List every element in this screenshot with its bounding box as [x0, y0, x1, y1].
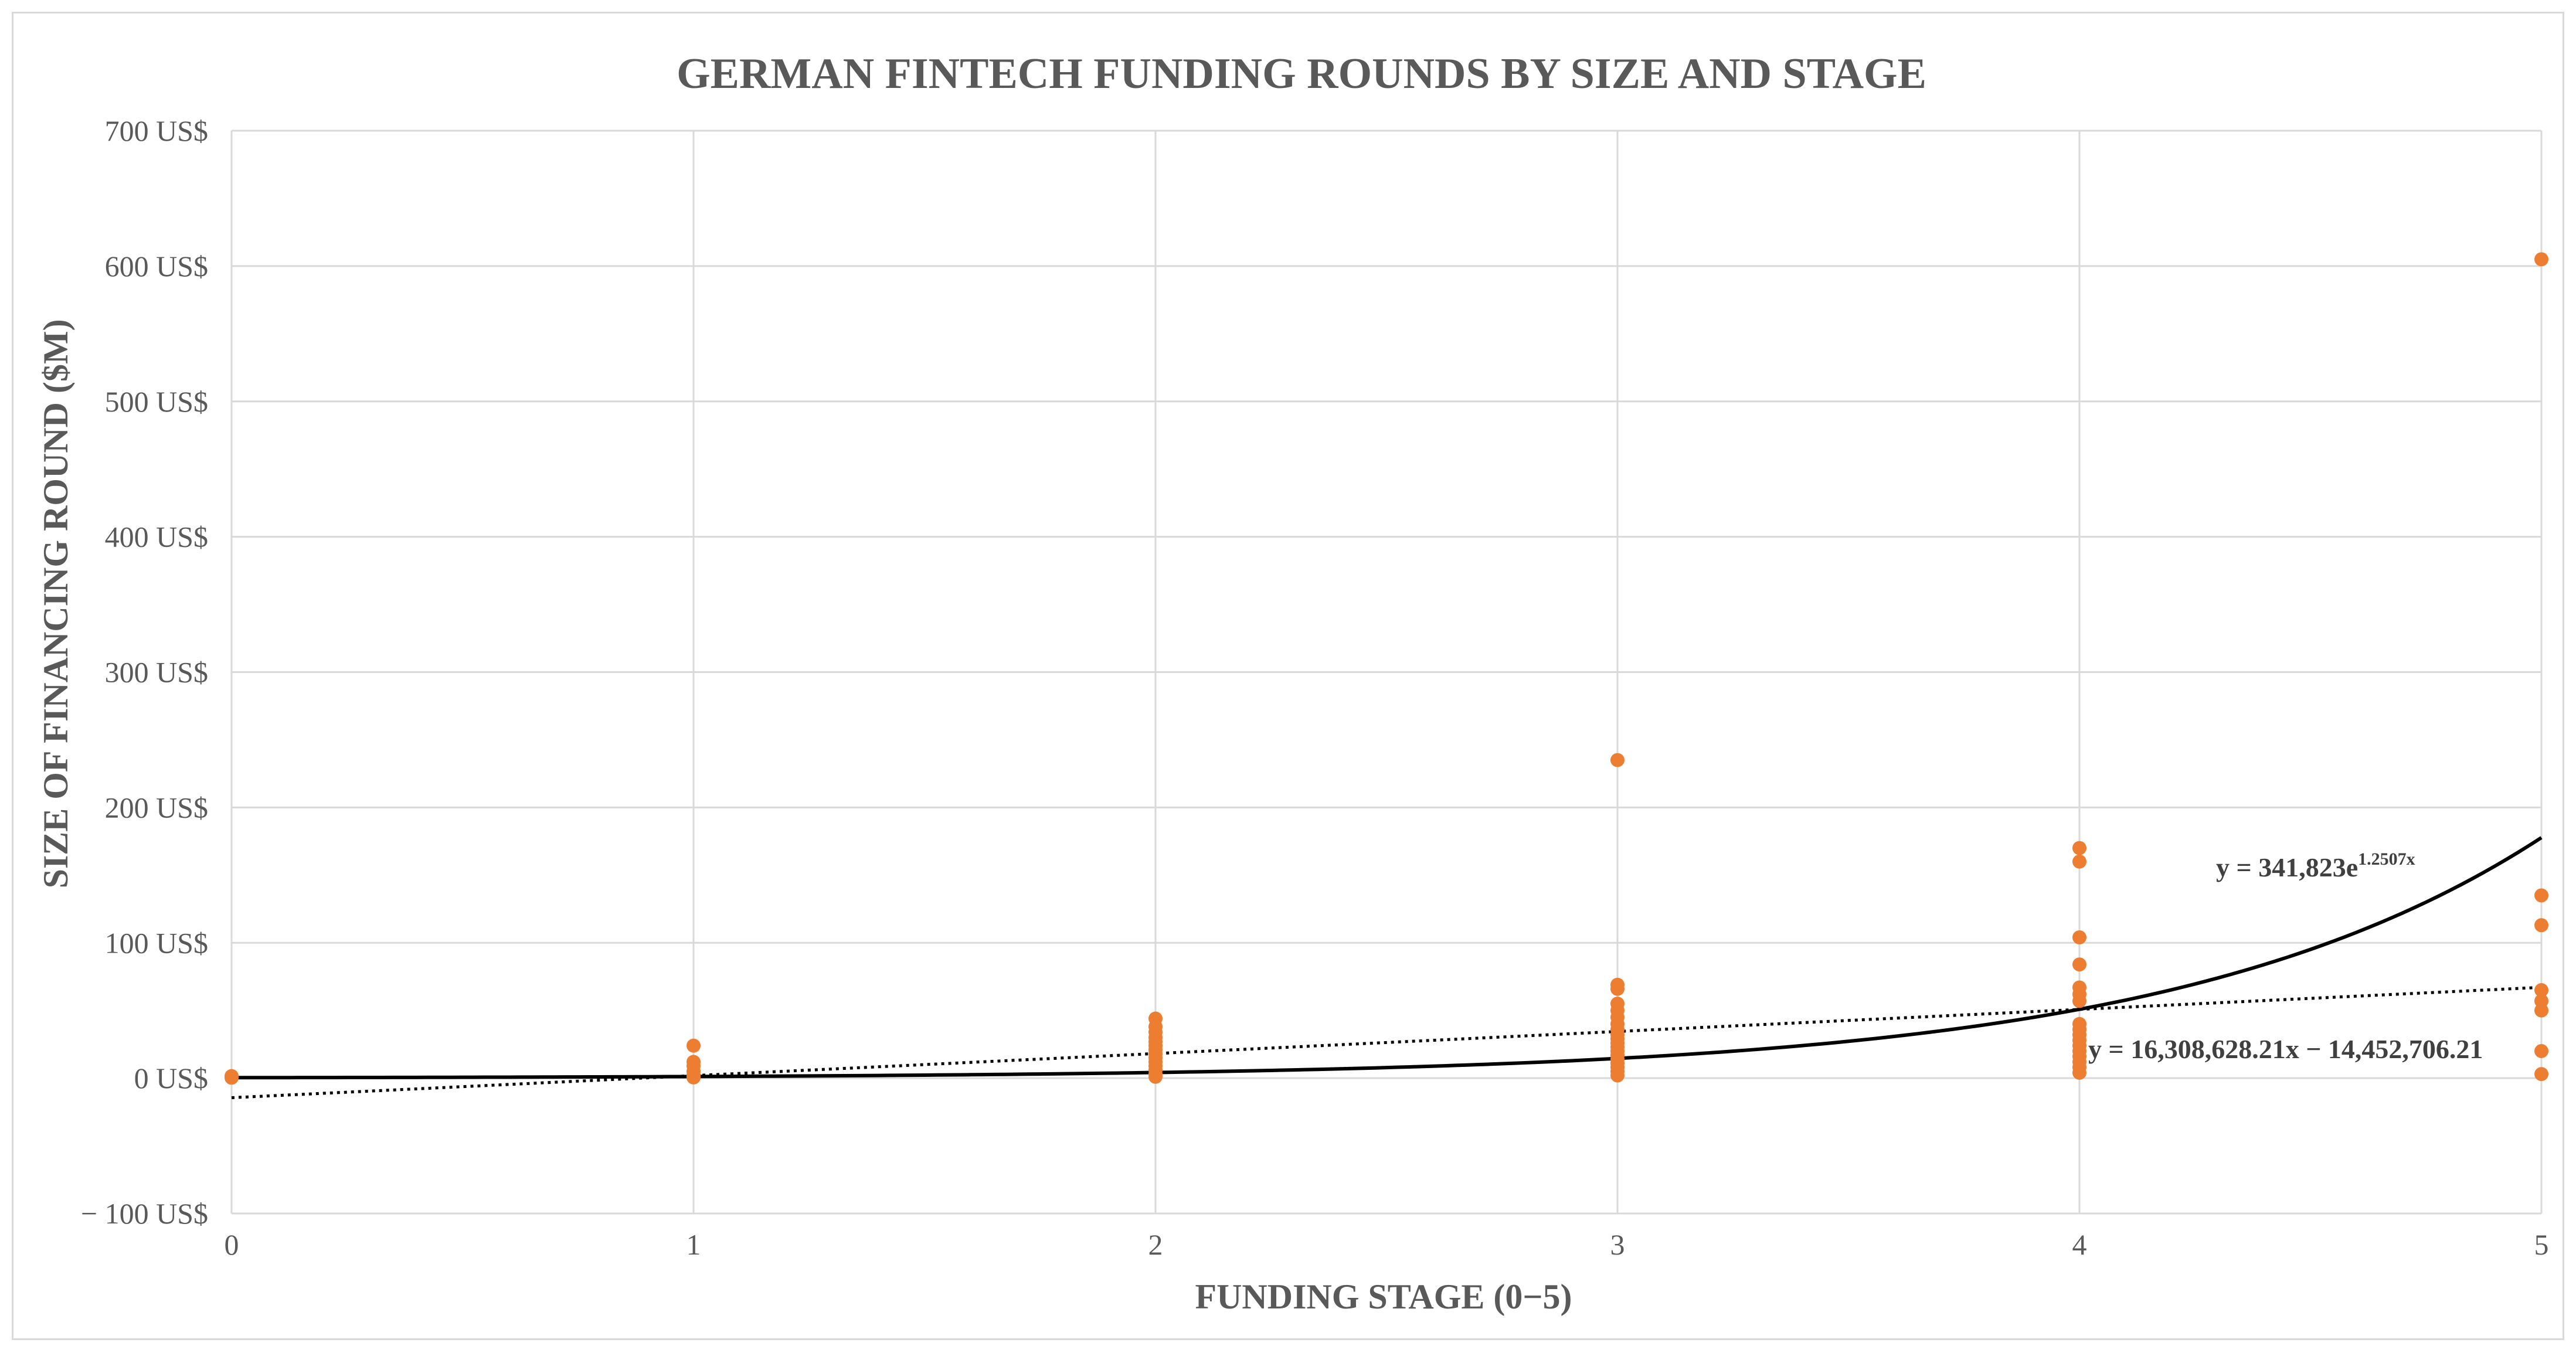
data-point	[2534, 1067, 2548, 1082]
data-point	[2072, 854, 2086, 869]
x-axis-ticks: 0 1 2 3 4 5	[225, 1228, 2549, 1261]
data-point	[2534, 983, 2548, 998]
y-axis-ticks: − 100 US$ 0 US$ 100 US$ 200 US$ 300 US$ 400 U…	[81, 114, 208, 1230]
x-tick-label: 2	[1148, 1228, 1163, 1261]
chart-container	[12, 12, 2564, 1340]
y-tick-label: 400 US$	[105, 521, 208, 553]
y-tick-label: 700 US$	[105, 114, 208, 147]
linear-trendline-equation: y = 16,308,628.21x − 14,452,706.21	[2088, 1034, 2483, 1064]
data-points	[225, 252, 2548, 1085]
y-axis-title: SIZE OF FINANCING ROUND ($M)	[36, 319, 75, 888]
data-point	[2072, 1017, 2086, 1031]
data-point	[1610, 997, 1625, 1011]
y-tick-label: 0 US$	[134, 1062, 208, 1094]
y-tick-label: 500 US$	[105, 385, 208, 418]
exponential-equation-base: y = 341,823e	[2216, 852, 2358, 882]
data-point	[2534, 888, 2548, 903]
data-point	[2534, 918, 2548, 933]
exponential-trendline-equation: y = 341,823e1.2507x	[2216, 849, 2415, 882]
data-point	[2072, 930, 2086, 945]
x-axis-title: FUNDING STAGE (0−5)	[1195, 1277, 1572, 1316]
data-point	[687, 1055, 701, 1069]
x-tick-label: 5	[2534, 1228, 2549, 1261]
data-point	[225, 1069, 239, 1083]
data-point	[2534, 252, 2548, 267]
y-tick-label: 300 US$	[105, 656, 208, 689]
linear-trendline	[231, 985, 2542, 1099]
trendlines	[231, 836, 2543, 1099]
data-point	[2072, 841, 2086, 855]
data-point	[2072, 957, 2086, 972]
data-point	[2534, 1043, 2548, 1058]
y-tick-label: 100 US$	[105, 926, 208, 959]
chart-title: GERMAN FINTECH FUNDING ROUNDS BY SIZE AN…	[677, 50, 1926, 98]
exponential-trendline	[231, 836, 2543, 1080]
y-tick-label: 600 US$	[105, 250, 208, 283]
exponential-equation-exponent: 1.2507x	[2358, 849, 2415, 869]
data-point	[2072, 980, 2086, 995]
data-point	[687, 1038, 701, 1053]
y-tick-label: 200 US$	[105, 791, 208, 824]
data-point	[1610, 753, 1625, 767]
data-point	[1610, 977, 1625, 992]
x-tick-label: 3	[1610, 1228, 1625, 1261]
data-point	[2534, 994, 2548, 1008]
data-point	[1148, 1011, 1163, 1026]
x-tick-label: 4	[2072, 1228, 2087, 1261]
x-tick-label: 1	[687, 1228, 701, 1261]
y-tick-label: − 100 US$	[81, 1197, 208, 1230]
x-tick-label: 0	[225, 1228, 239, 1261]
